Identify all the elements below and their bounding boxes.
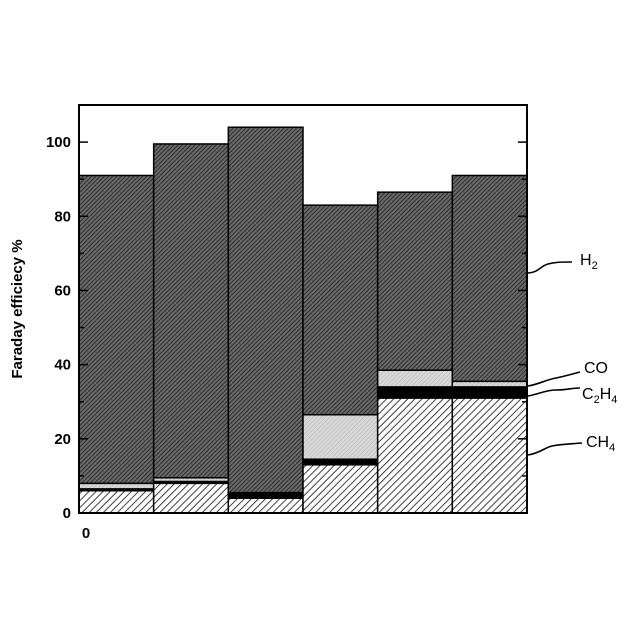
h2-label-sub: 2: [592, 260, 598, 272]
y-tick-label-100: 100: [46, 134, 71, 151]
bar-ch4-6: [452, 398, 527, 513]
y-tick-label-60: 60: [54, 282, 71, 299]
y-axis-title: Faraday efficiecy %: [9, 239, 26, 378]
series-label-co: CO: [584, 360, 608, 377]
y-tick-label-80: 80: [54, 208, 71, 225]
y-tick-label-40: 40: [54, 357, 71, 374]
bar-c2h4-5: [378, 387, 453, 398]
bar-co-4: [303, 415, 378, 460]
bar-h2-4: [303, 205, 378, 415]
bar-h2-1: [79, 175, 154, 483]
bar-ch4-3: [228, 498, 303, 513]
bar-h2-2: [154, 144, 229, 478]
bar-co-5: [378, 370, 453, 387]
bar-co-1: [79, 483, 154, 489]
callout-line-ch4: [528, 443, 582, 455]
bar-c2h4-3: [228, 493, 303, 499]
bar-ch4-2: [154, 483, 229, 513]
x-tick-label-0: 0: [82, 525, 90, 542]
callout-line-c2h4: [528, 388, 580, 396]
series-label-h2: H2: [580, 252, 598, 272]
bar-ch4-5: [378, 398, 453, 513]
c2h4-label-sub2: 4: [611, 394, 617, 406]
y-tick-label-0: 0: [63, 505, 71, 522]
callout-line-co: [528, 372, 580, 386]
bar-stacks: [79, 127, 527, 513]
c2h4-label-mid: H: [600, 386, 612, 403]
series-callouts: H2 CO C2H4 CH4: [528, 252, 617, 455]
c2h4-label-main: C: [582, 386, 594, 403]
series-label-ch4: CH4: [586, 434, 615, 454]
callout-line-h2: [528, 262, 572, 273]
bar-ch4-1: [79, 491, 154, 513]
bar-c2h4-6: [452, 387, 527, 398]
bar-ch4-4: [303, 465, 378, 513]
bar-co-6: [452, 381, 527, 387]
h2-label-main: H: [580, 252, 592, 269]
y-tick-label-20: 20: [54, 431, 71, 448]
series-label-c2h4: C2H4: [582, 386, 617, 406]
bar-c2h4-4: [303, 459, 378, 465]
bar-h2-3: [228, 127, 303, 492]
bar-h2-6: [452, 175, 527, 381]
ch4-label-main: CH: [586, 434, 609, 451]
bar-h2-5: [378, 192, 453, 370]
ch4-label-sub: 4: [609, 442, 615, 454]
